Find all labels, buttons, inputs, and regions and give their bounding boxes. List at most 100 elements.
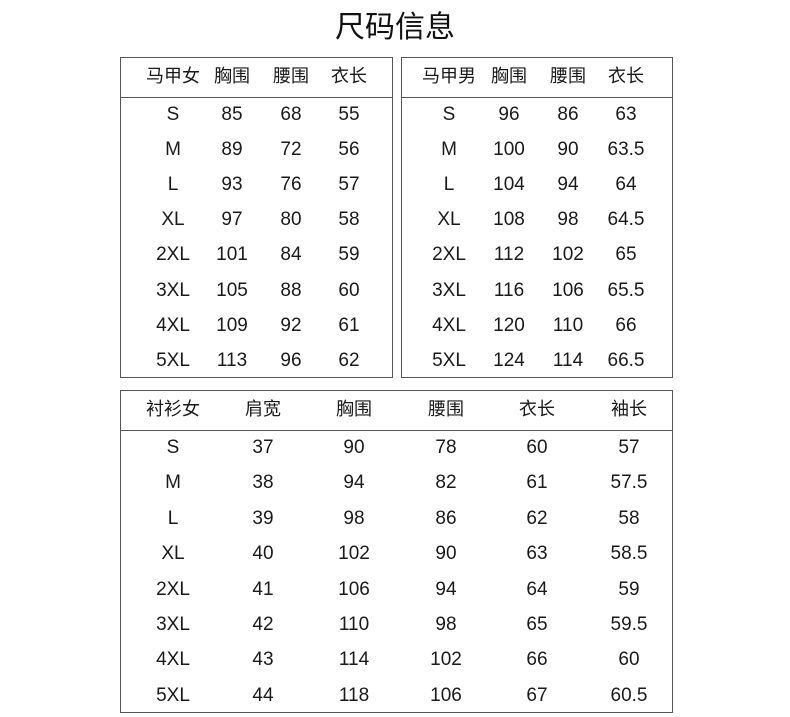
- table-cell: 86: [557, 104, 579, 125]
- column-header: 胸围: [491, 66, 527, 87]
- column-header: 衣长: [331, 66, 367, 87]
- size-label: 3XL: [156, 614, 190, 635]
- table-cell: 90: [343, 437, 365, 458]
- table-cell: 112: [493, 244, 525, 266]
- table-row: 5XL 124 114 66.5: [402, 343, 672, 378]
- table-cell: 67: [526, 684, 548, 706]
- table-row: L 39 98 86 62 58: [121, 501, 672, 536]
- table-row: L 104 94 64: [402, 167, 672, 202]
- size-label: 5XL: [156, 684, 190, 706]
- table-row: 3XL 42 110 98 65 59.5: [121, 607, 672, 642]
- table-cell: 82: [435, 472, 457, 494]
- table-row: S 37 90 78 60 57: [121, 430, 672, 465]
- table-row: 2XL 112 102 65: [402, 237, 672, 272]
- column-header: 腰围: [550, 66, 586, 87]
- size-label: XL: [437, 209, 461, 231]
- table-cell: 94: [343, 472, 365, 494]
- table-cell: 60: [338, 279, 360, 301]
- size-label: S: [166, 437, 180, 458]
- table-cell: 64.5: [607, 209, 645, 231]
- table-cell: 118: [338, 684, 370, 706]
- table-cell: 108: [493, 209, 525, 231]
- table-cell: 106: [552, 279, 584, 301]
- table-cell: 57: [618, 437, 640, 458]
- column-header: 腰围: [273, 66, 309, 87]
- table-row: XL 108 98 64.5: [402, 202, 672, 237]
- size-label: 3XL: [432, 279, 466, 301]
- table-cell: 116: [493, 279, 525, 301]
- table-cell: 90: [435, 543, 457, 565]
- table-cell: 40: [252, 543, 274, 565]
- table-cell: 58: [338, 209, 360, 231]
- table-cell: 55: [338, 104, 360, 125]
- table-cell: 63: [526, 543, 548, 565]
- column-header: 肩宽: [245, 399, 281, 420]
- table-row: 2XL 41 106 94 64 59: [121, 572, 672, 607]
- size-label: 2XL: [156, 578, 190, 600]
- table-cell: 56: [338, 139, 360, 161]
- table-cell: 64: [526, 578, 548, 600]
- table-cell: 110: [338, 614, 370, 635]
- table-cell: 106: [338, 578, 370, 600]
- table-cell: 96: [498, 104, 520, 125]
- size-label: XL: [161, 543, 185, 565]
- table-cell: 63: [615, 104, 637, 125]
- size-label: M: [441, 139, 457, 161]
- table-row: 3XL 116 106 65.5: [402, 273, 672, 308]
- table-cell: 106: [430, 684, 462, 706]
- table-cell: 57.5: [610, 472, 648, 494]
- table-cell: 59.5: [610, 614, 648, 635]
- table-cell: 38: [252, 472, 274, 494]
- table-cell: 72: [280, 139, 302, 161]
- table-cell: 89: [221, 139, 243, 161]
- table-cell: 102: [338, 543, 370, 565]
- size-label: XL: [161, 209, 185, 231]
- table-cell: 96: [280, 349, 302, 371]
- size-label: 5XL: [156, 349, 190, 371]
- table-cell: 42: [252, 614, 274, 635]
- table-cell: 60.5: [610, 684, 648, 706]
- table-cell: 66: [526, 649, 548, 671]
- size-label: 4XL: [432, 314, 466, 336]
- vest-men-size-table: 马甲男 胸围 腰围 衣长 S 96 86 63 M 100 90 63.5 L 104 94 64 XL 108 9…: [401, 57, 673, 378]
- size-label: M: [165, 472, 181, 494]
- table-cell: 90: [557, 139, 579, 161]
- table-cell: 102: [552, 244, 584, 266]
- table-cell: 88: [280, 279, 302, 301]
- size-label: S: [442, 104, 456, 125]
- table-cell: 68: [280, 104, 302, 125]
- table-row: 4XL 109 92 61: [121, 308, 392, 343]
- table-header-row: 衬衫女 肩宽 胸围 腰围 衣长 袖长: [121, 391, 672, 431]
- table-cell: 60: [526, 437, 548, 458]
- table-cell: 101: [216, 244, 248, 266]
- table-cell: 62: [338, 349, 360, 371]
- table-cell: 113: [216, 349, 248, 371]
- table-cell: 114: [338, 649, 370, 671]
- table-cell: 57: [338, 174, 360, 196]
- table-cell: 97: [221, 209, 243, 231]
- table-cell: 66.5: [607, 349, 645, 371]
- table-cell: 61: [526, 472, 548, 494]
- table-cell: 92: [280, 314, 302, 336]
- table-cell: 102: [430, 649, 462, 671]
- table-cell: 44: [252, 684, 274, 706]
- table-cell: 43: [252, 649, 274, 671]
- table-cell: 85: [221, 104, 243, 125]
- table-header-row: 马甲男 胸围 腰围 衣长: [402, 58, 672, 98]
- table-row: XL 40 102 90 63 58.5: [121, 536, 672, 571]
- page-title: 尺码信息: [335, 10, 455, 45]
- table-row: M 38 94 82 61 57.5: [121, 465, 672, 500]
- table-cell: 60: [618, 649, 640, 671]
- column-header: 袖长: [611, 399, 647, 420]
- table-cell: 98: [343, 507, 365, 529]
- table-cell: 120: [493, 314, 525, 336]
- table-cell: 80: [280, 209, 302, 231]
- table-cell: 110: [552, 314, 584, 336]
- table-cell: 61: [338, 314, 360, 336]
- table-row: M 89 72 56: [121, 132, 392, 167]
- vest-women-size-table: 马甲女 胸围 腰围 衣长 S 85 68 55 M 89 72 56 L 93 76 57 XL 97 80 58 2X…: [120, 57, 393, 378]
- size-label: 3XL: [156, 279, 190, 301]
- table-cell: 39: [252, 507, 274, 529]
- table-cell: 86: [435, 507, 457, 529]
- size-label: M: [165, 139, 181, 161]
